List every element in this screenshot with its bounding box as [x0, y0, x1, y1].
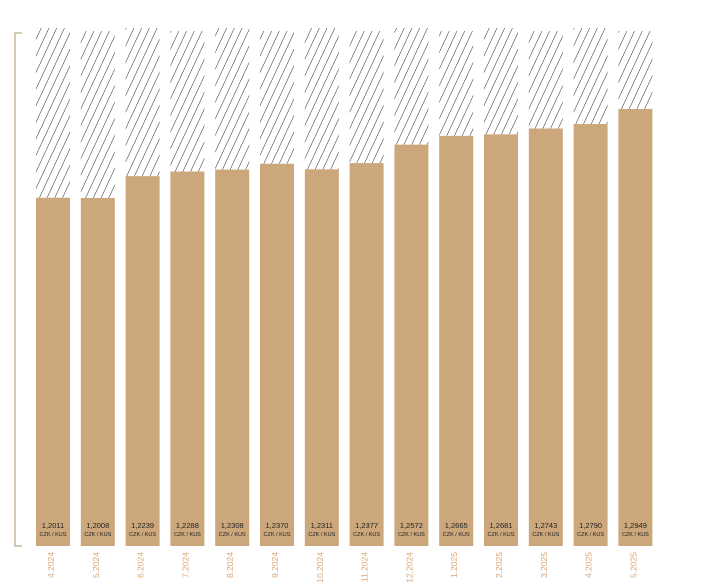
bar-unit-label: CZK / KUS — [264, 532, 291, 538]
bar — [170, 171, 205, 547]
x-tick-label: 8.2024 — [225, 552, 235, 578]
bar-unit-label: CZK / KUS — [40, 532, 67, 538]
x-tick-label: 9.2024 — [270, 552, 280, 578]
bar — [484, 134, 518, 546]
bar-value-label: 1,2311 — [311, 521, 333, 530]
bar-hatch — [125, 28, 160, 177]
bar-value-label: 1,2011 — [42, 521, 64, 530]
bar-value-label: 1,2008 — [86, 521, 109, 530]
bar-value-label: 1,2572 — [400, 521, 423, 530]
bar — [349, 163, 384, 546]
x-tick-label: 11.2024 — [360, 552, 370, 582]
bar-hatch — [618, 31, 653, 109]
x-tick-label: 6.2024 — [136, 552, 146, 578]
bar — [528, 128, 563, 546]
bar-hatch — [349, 31, 384, 164]
bar-value-label: 1,2790 — [579, 521, 602, 530]
bar — [215, 169, 250, 547]
bar-unit-label: CZK / KUS — [308, 532, 335, 538]
bar-value-label: 1,2377 — [355, 521, 378, 530]
bar-unit-label: CZK / KUS — [398, 532, 425, 538]
x-tick-label: 1.2025 — [449, 552, 459, 578]
x-tick-label: 12.2024 — [404, 552, 414, 583]
bar-unit-label: CZK / KUS — [84, 532, 111, 538]
bar-value-label: 1,2665 — [445, 521, 468, 530]
bar-unit-label: CZK / KUS — [174, 532, 201, 538]
bar — [618, 109, 653, 546]
bar — [80, 198, 115, 546]
x-tick-label: 10.2024 — [315, 552, 325, 583]
bar-value-label: 1,2949 — [624, 521, 647, 530]
bar — [260, 163, 294, 546]
bar-unit-label: CZK / KUS — [219, 532, 246, 538]
bar-unit-label: CZK / KUS — [129, 532, 156, 538]
x-tick-label: 3.2025 — [539, 552, 549, 578]
bar-unit-label: CZK / KUS — [577, 532, 604, 538]
bar-hatch — [80, 31, 115, 198]
bar-value-label: 1,2743 — [534, 521, 557, 530]
bar — [125, 176, 160, 546]
bar-hatch — [573, 28, 608, 125]
bar — [304, 169, 339, 546]
bar-hatch — [215, 28, 250, 170]
bar-value-label: 1,2308 — [221, 521, 244, 530]
bar-hatch — [484, 28, 518, 135]
bar-value-label: 1,2239 — [131, 521, 154, 530]
bar-hatch — [394, 28, 429, 145]
bar-hatch — [304, 28, 339, 170]
bar-hatch — [439, 31, 474, 136]
bar-unit-label: CZK / KUS — [622, 532, 649, 538]
bar-unit-label: CZK / KUS — [532, 532, 559, 538]
bar — [36, 197, 70, 547]
bar — [573, 124, 608, 546]
x-tick-label: 4.2024 — [46, 552, 56, 578]
x-tick-label: 4.2025 — [584, 552, 594, 578]
bar-hatch — [528, 31, 563, 129]
bar-unit-label: CZK / KUS — [353, 532, 380, 538]
bar-unit-label: CZK / KUS — [488, 532, 515, 538]
x-tick-label: 2.2025 — [494, 552, 504, 578]
bar-value-label: 1,2370 — [266, 521, 289, 530]
bar-value-label: 1,2288 — [176, 521, 199, 530]
bar-unit-label: CZK / KUS — [443, 532, 470, 538]
x-tick-label: 7.2024 — [180, 552, 190, 578]
bar-hatch — [36, 28, 70, 198]
bar-value-label: 1,2681 — [490, 521, 513, 530]
y-axis-bracket — [14, 32, 22, 547]
bar-hatch — [170, 31, 205, 172]
x-tick-label: 5.2025 — [628, 552, 638, 578]
bar — [439, 135, 474, 546]
x-tick-label: 5.2024 — [91, 552, 101, 578]
bar — [394, 144, 429, 547]
bar-hatch — [260, 31, 294, 164]
